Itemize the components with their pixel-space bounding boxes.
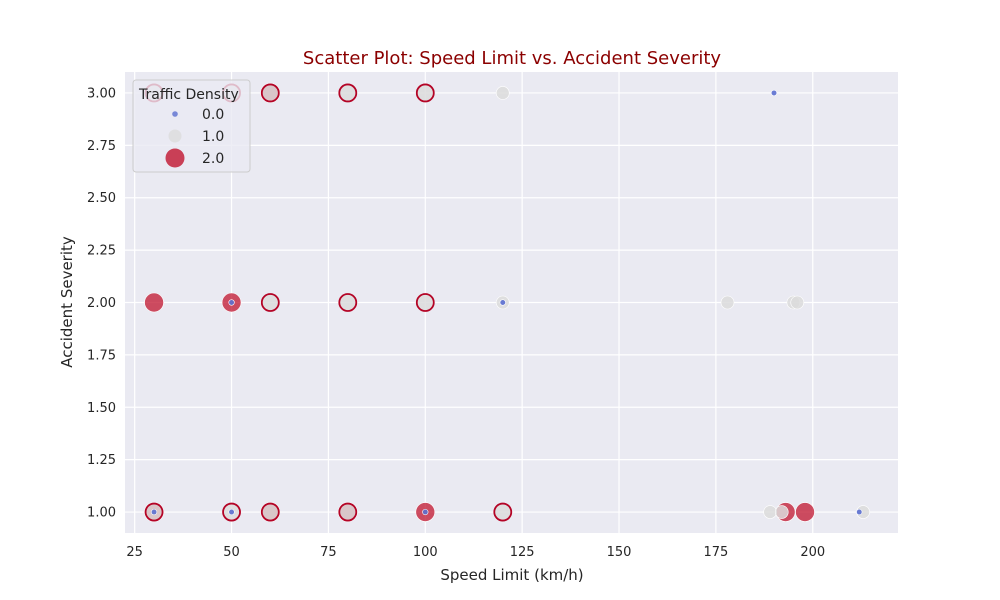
legend-entries: 0.0 1.0 2.0: [165, 107, 224, 168]
scatter-point: [422, 508, 429, 516]
scatter-point: [770, 89, 778, 97]
scatter-point: [790, 295, 805, 310]
scatter-point: [144, 292, 164, 313]
scatter-point: [495, 86, 510, 100]
y-tick-label: 1.50: [87, 401, 116, 416]
scatter-point: [228, 508, 235, 516]
scatter-point: [493, 502, 513, 522]
scatter-point: [260, 83, 280, 103]
y-axis-label: Accident Severity: [58, 236, 76, 368]
legend-box: [132, 79, 251, 173]
scatter-point: [338, 293, 358, 312]
legend-marker: [168, 129, 182, 143]
legend-entry-label: 1.0: [202, 129, 224, 145]
y-tick-label: 1.00: [87, 506, 116, 521]
legend-entry-label: 2.0: [202, 151, 224, 167]
y-tick-label: 2.50: [87, 191, 116, 206]
scatter-point: [856, 508, 863, 516]
scatter-point: [260, 293, 280, 312]
scatter-point: [150, 508, 158, 516]
scatter-point: [499, 299, 506, 306]
legend: Traffic Density 0.0 1.0 2.0: [132, 79, 251, 173]
scatter-point: [228, 299, 235, 306]
y-tick-label: 1.75: [87, 348, 116, 363]
legend-marker: [165, 148, 185, 168]
scatter-point: [720, 295, 735, 310]
y-tick-label: 2.25: [87, 244, 116, 259]
x-tick-label: 200: [800, 545, 825, 560]
x-tick-label: 75: [320, 545, 337, 560]
x-tick-label: 175: [703, 545, 728, 560]
legend-title: Traffic Density: [138, 87, 239, 103]
x-tick-label: 25: [126, 545, 143, 560]
scatter-point: [415, 83, 435, 103]
y-tick-label: 3.00: [87, 86, 116, 101]
grid-lines: [125, 72, 898, 533]
scatter-point: [763, 505, 777, 519]
scatter-point: [415, 293, 435, 312]
legend-entry-label: 0.0: [202, 107, 224, 123]
y-tick-label: 2.00: [87, 296, 116, 311]
y-tick-label: 2.75: [87, 139, 116, 154]
y-axis-ticks: 1.00 1.25 1.50 1.75 2.00 2.25 2.50 2.75 3.00: [87, 86, 116, 520]
x-axis-label: Speed Limit (km/h): [440, 566, 583, 584]
x-tick-label: 50: [223, 545, 240, 560]
x-tick-label: 100: [413, 545, 438, 560]
legend-marker: [172, 111, 178, 117]
chart-title: Scatter Plot: Speed Limit vs. Accident S…: [303, 48, 722, 69]
y-tick-label: 1.25: [87, 453, 116, 468]
scatter-point: [338, 83, 358, 103]
scatter-point: [774, 505, 789, 519]
x-tick-label: 150: [607, 545, 632, 560]
x-axis-ticks: 25 50 75 100 125 150 175 200: [126, 545, 825, 560]
scatter-point: [795, 502, 815, 522]
scatter-point: [338, 502, 358, 522]
x-tick-label: 125: [510, 545, 535, 560]
scatter-point: [260, 502, 280, 522]
